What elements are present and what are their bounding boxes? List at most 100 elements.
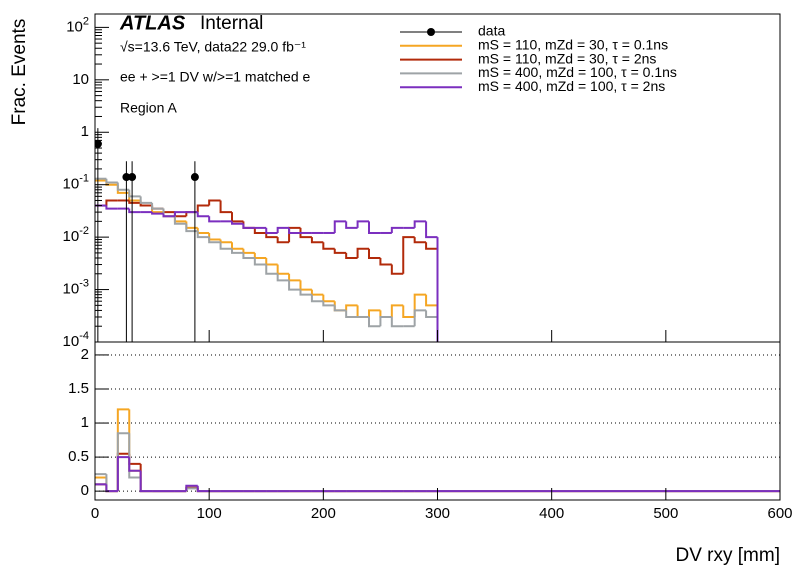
histogram-bin: [219, 242, 232, 250]
energy-label: √s=13.6 TeV, data22 29.0 fb⁻¹: [120, 39, 306, 55]
histogram-bin: [196, 212, 210, 218]
histogram-bin: [276, 264, 290, 275]
histogram-bin: [402, 236, 415, 274]
legend-label: data: [478, 23, 505, 39]
histogram-bin: [436, 305, 439, 342]
histogram-bin: [288, 273, 301, 282]
y-tick-exponent: 2: [83, 15, 89, 27]
histogram-bin: [310, 294, 324, 303]
legend-label: mS = 110, mZd = 30, τ = 2ns: [478, 50, 656, 66]
histogram-bin: [162, 208, 175, 214]
histogram-bin: [208, 199, 221, 206]
histogram-bin: [425, 221, 438, 239]
atlas-label: ATLAS: [119, 12, 186, 34]
histogram-bin: [288, 226, 301, 243]
histogram-bin: [390, 264, 404, 275]
histogram-bin: [413, 237, 427, 244]
histogram-bin: [139, 196, 153, 204]
histogram-bin: [196, 204, 210, 213]
histogram-bin: [413, 309, 427, 327]
histogram-bin: [390, 226, 404, 233]
histogram-bin: [208, 237, 221, 244]
histogram-bin: [368, 248, 381, 259]
histogram-bin: [128, 433, 141, 479]
data-point: [128, 173, 137, 182]
histogram-bin: [105, 484, 118, 493]
histogram-bin: [242, 248, 255, 254]
histogram-bin: [116, 452, 130, 492]
histogram-bin: [128, 409, 141, 472]
histogram-bin: [128, 208, 141, 214]
histogram-bin: [425, 242, 438, 250]
histogram-bin: [116, 184, 130, 194]
y-tick-exponent: -1: [79, 173, 89, 185]
x-tick-label: 300: [425, 505, 450, 522]
histogram-bin: [356, 305, 369, 318]
histogram-bin: [196, 227, 210, 234]
plot-area: [95, 128, 439, 342]
y-tick-label: 1.5: [68, 380, 89, 397]
y-tick-label: 1: [81, 123, 89, 140]
atlas-status: Internal: [200, 13, 263, 34]
histogram-bin: [231, 212, 244, 223]
histogram-bin: [345, 221, 358, 229]
histogram-bin: [425, 294, 438, 307]
histogram-bin: [231, 221, 244, 225]
histogram-bin: [288, 227, 301, 234]
y-tick-label: 0.5: [68, 448, 89, 465]
histogram-bin: [128, 453, 141, 465]
histogram-bin: [139, 463, 153, 493]
y-tick-base: 10: [63, 228, 80, 245]
x-tick-label: 400: [539, 505, 564, 522]
histogram-bin: [276, 273, 290, 282]
histogram-bin: [356, 247, 369, 258]
histogram-bin: [139, 470, 153, 493]
histogram-bin: [425, 310, 438, 318]
y-tick-label: 102: [66, 15, 89, 35]
histogram-bin: [196, 231, 210, 239]
histogram-bin: [310, 289, 324, 296]
y-tick-label: 1: [81, 414, 89, 431]
x-tick-label: 0: [91, 505, 99, 522]
selection-label: ee + >=1 DV w/>=1 matched e: [120, 69, 311, 85]
data-point: [190, 173, 199, 182]
histogram-bin: [390, 304, 404, 317]
histogram-bin: [413, 220, 427, 228]
histogram-bin: [333, 220, 347, 233]
y-tick-label: 10-4: [63, 330, 89, 350]
histogram-bin: [242, 252, 255, 259]
histogram-bin: [333, 301, 347, 312]
x-tick-label: 100: [197, 505, 222, 522]
y-tick-base: 10: [66, 18, 83, 35]
histogram-bin: [276, 226, 290, 233]
y-tick-exponent: -4: [79, 330, 89, 342]
y-tick-label: 10-2: [63, 225, 89, 245]
y-tick-base: 10: [63, 333, 80, 350]
histogram-bin: [208, 216, 221, 223]
y-tick-label: 0: [81, 482, 89, 499]
histogram-bin: [139, 477, 153, 493]
histogram-bin: [265, 264, 278, 275]
histogram-bin: [128, 457, 141, 472]
histogram-bin: [299, 289, 312, 296]
histogram-bin: [322, 301, 335, 307]
histogram-bin: [253, 252, 267, 259]
histogram-bin: [128, 200, 141, 204]
histogram-bin: [116, 182, 130, 191]
histogram-bin: [116, 456, 130, 492]
y-tick-label: 2: [81, 346, 89, 363]
histogram-bin: [253, 257, 267, 266]
histogram-bin: [390, 316, 404, 328]
y-tick-exponent: -2: [79, 225, 89, 237]
histogram-bin: [105, 199, 118, 206]
legend-label: mS = 400, mZd = 100, τ = 0.1ns: [478, 64, 677, 80]
plot-area: [95, 354, 780, 493]
histogram-bin: [219, 239, 232, 244]
y-tick-exponent: -3: [79, 277, 89, 289]
histogram-bin: [299, 227, 312, 239]
histogram-bin: [105, 477, 118, 493]
histogram-bin: [345, 310, 358, 318]
legend-label: mS = 400, mZd = 100, τ = 2ns: [478, 78, 665, 94]
histogram-bin: [436, 237, 439, 342]
histogram-bin: [105, 474, 118, 493]
